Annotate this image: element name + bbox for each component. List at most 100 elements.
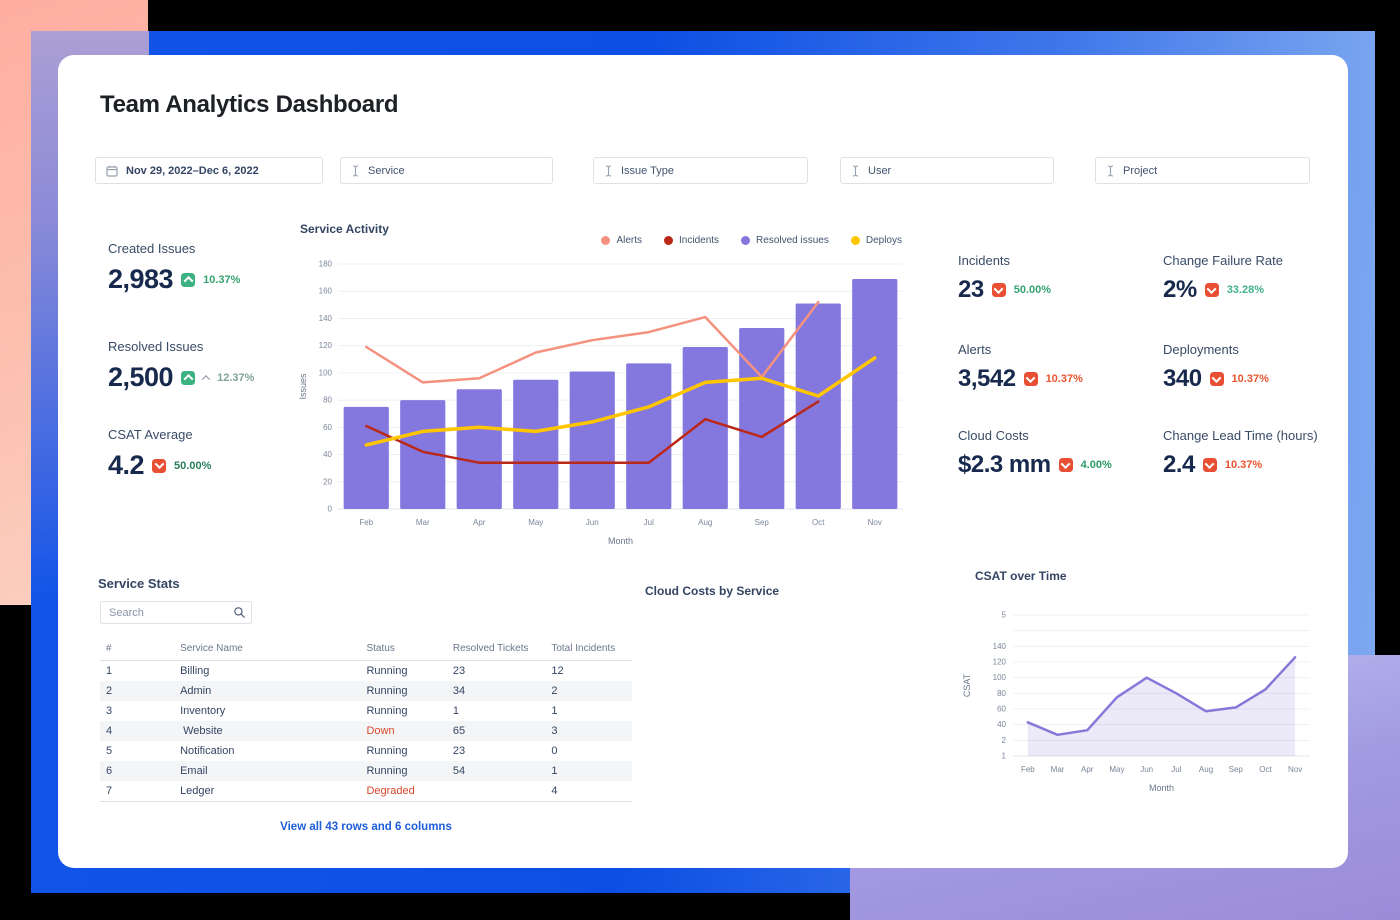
kpi-value: 4.2 <box>108 450 145 480</box>
csat-over-time-chart: 1 2 40 60 80 100 120 140 5 Feb Mar Apr May Jun Jul Aug S… <box>962 611 1310 793</box>
table-row: 3 Inventory Running 1 1 <box>100 701 632 721</box>
svg-text:Month: Month <box>608 536 633 546</box>
page-title: Team Analytics Dashboard <box>100 91 399 118</box>
search-icon <box>233 606 246 619</box>
column-header-: # <box>100 639 175 661</box>
caret-up-icon <box>201 374 211 384</box>
kpi-label: Change Failure Rate <box>1163 253 1283 268</box>
kpi-change-failure-rate: Change Failure Rate 2% 33.28% <box>1163 253 1283 304</box>
kpi-alerts: Alerts 3,542 10.37% <box>958 342 1083 393</box>
chevron-down-icon <box>1209 372 1224 386</box>
filter-issue-type[interactable]: Issue Type <box>593 157 808 184</box>
svg-text:May: May <box>528 518 543 527</box>
filter-project-label: Project <box>1123 164 1158 177</box>
table-cell: Running <box>366 765 408 777</box>
table-cell: 4 <box>106 725 113 737</box>
legend-item-resolved-issues[interactable]: Resolved issues <box>741 235 829 246</box>
svg-text:80: 80 <box>997 689 1006 698</box>
column-header-status: Status <box>360 639 447 661</box>
svg-text:100: 100 <box>993 673 1007 682</box>
legend-label: Incidents <box>679 235 720 246</box>
kpi-created-issues: Created Issues 2,983 10.37% <box>108 241 240 295</box>
table-cell: Running <box>366 685 408 697</box>
filter-issue-type-label: Issue Type <box>621 164 674 177</box>
chevron-down-icon <box>1058 458 1073 472</box>
table-row: 5 Notification Running 23 0 <box>100 741 632 761</box>
kpi-incidents: Incidents 23 50.00% <box>958 253 1051 304</box>
table-cell: 1 <box>452 705 460 717</box>
table-cell: Email <box>180 765 208 777</box>
filter-user-label: User <box>868 164 892 177</box>
svg-text:60: 60 <box>997 705 1006 714</box>
kpi-label: Created Issues <box>108 241 196 256</box>
kpi-delta: 10.37% <box>203 273 241 286</box>
date-range-value: Nov 29, 2022–Dec 6, 2022 <box>126 164 259 177</box>
svg-text:CSAT: CSAT <box>962 673 972 697</box>
table-row: 2 Admin Running 34 2 <box>100 681 632 701</box>
text-cursor-icon <box>1106 164 1115 177</box>
filter-service-label: Service <box>368 164 405 177</box>
kpi-value: 23 <box>958 276 984 303</box>
svg-text:Mar: Mar <box>416 518 430 527</box>
table-cell: Admin <box>180 685 212 697</box>
svg-text:Sep: Sep <box>1229 765 1244 774</box>
table-cell: 12 <box>551 665 564 677</box>
table-cell: 54 <box>452 765 466 777</box>
legend-dot-icon <box>601 236 611 245</box>
kpi-delta: 50.00% <box>1013 284 1052 296</box>
table-cell: 7 <box>100 781 175 802</box>
kpi-change-lead-time-hours: Change Lead Time (hours) 2.4 10.37% <box>1163 428 1318 479</box>
svg-text:Jun: Jun <box>1140 765 1153 774</box>
table-cell: 1 <box>106 665 113 677</box>
filter-project[interactable]: Project <box>1095 157 1310 184</box>
svg-text:Month: Month <box>1149 783 1174 793</box>
svg-text:Sep: Sep <box>755 518 770 527</box>
dashboard-card: Team Analytics Dashboard Nov 29, 2022–De… <box>58 55 1348 868</box>
table-cell: 2 <box>551 685 558 697</box>
date-range-filter[interactable]: Nov 29, 2022–Dec 6, 2022 <box>95 157 323 184</box>
legend-item-alerts[interactable]: Alerts <box>601 235 642 246</box>
svg-text:60: 60 <box>323 423 332 432</box>
text-cursor-icon <box>351 164 360 177</box>
text-cursor-icon <box>604 164 613 177</box>
filter-service[interactable]: Service <box>340 157 553 184</box>
svg-text:Apr: Apr <box>473 518 486 527</box>
table-row: 1 Billing Running 23 12 <box>100 661 632 682</box>
chevron-up-icon <box>181 370 196 385</box>
svg-text:Feb: Feb <box>359 518 373 527</box>
svg-text:Nov: Nov <box>868 518 882 527</box>
filter-user[interactable]: User <box>840 157 1054 184</box>
kpi-delta: 10.37% <box>1045 373 1083 385</box>
service-activity-title: Service Activity <box>300 222 389 236</box>
view-all-link[interactable]: View all 43 rows and 6 columns <box>280 821 452 833</box>
svg-text:Feb: Feb <box>1021 765 1035 774</box>
legend-dot-icon <box>741 236 751 245</box>
kpi-label: Incidents <box>958 253 1011 268</box>
svg-text:120: 120 <box>319 341 333 350</box>
kpi-label: CSAT Average <box>108 427 193 442</box>
svg-text:140: 140 <box>319 314 333 323</box>
table-cell: Running <box>366 705 408 717</box>
calendar-icon <box>106 165 118 177</box>
legend-item-incidents[interactable]: Incidents <box>664 235 719 246</box>
legend-item-deploys[interactable]: Deploys <box>850 235 902 246</box>
kpi-value: 2% <box>1163 276 1197 303</box>
svg-text:Issues: Issues <box>298 373 308 400</box>
kpi-csat-average: CSAT Average 4.2 50.00% <box>108 427 211 481</box>
svg-text:Mar: Mar <box>1051 765 1065 774</box>
table-cell: Down <box>366 725 395 737</box>
table-cell: 2 <box>106 685 113 697</box>
table-cell <box>446 781 546 802</box>
table-cell: 1 <box>551 705 558 717</box>
kpi-value: 3,542 <box>958 365 1016 392</box>
kpi-resolved-issues: Resolved Issues 2,500 12.37% <box>108 339 254 393</box>
svg-text:Aug: Aug <box>1199 765 1213 774</box>
chart-legend: Alerts Incidents Resolved issues Deploys <box>601 235 902 246</box>
search-input[interactable] <box>100 601 252 624</box>
svg-text:Jul: Jul <box>1171 765 1181 774</box>
svg-text:Jun: Jun <box>586 518 599 527</box>
service-activity-chart: 0 20 40 60 80 100 120 140 160 180 Feb Mar Apr May Jun J… <box>298 260 903 546</box>
kpi-delta: 33.28% <box>1226 284 1264 296</box>
table-row: 7 Ledger Degraded 4 <box>100 781 632 802</box>
table-cell: Degraded <box>360 781 447 802</box>
